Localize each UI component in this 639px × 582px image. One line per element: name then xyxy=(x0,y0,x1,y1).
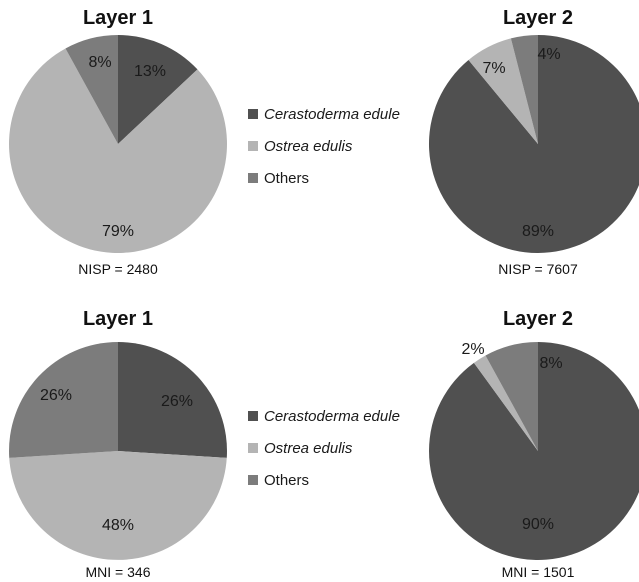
legend-swatch xyxy=(248,443,258,453)
legend-item-others: Others xyxy=(248,162,400,194)
legend-swatch xyxy=(248,173,258,183)
legend-label: Others xyxy=(264,169,310,187)
legend-label: Ostrea edulis xyxy=(264,439,353,457)
legend-swatch xyxy=(248,475,258,485)
legend-item-ostrea: Ostrea edulis xyxy=(248,432,400,464)
pie-slice xyxy=(429,342,639,560)
pie-chart: 26% 48% 26% Layer 1 MNI = 346 xyxy=(9,308,227,580)
legend-swatch xyxy=(248,109,258,119)
pie-slice xyxy=(510,35,538,144)
chart-title: Layer 1 xyxy=(83,308,153,330)
pie-slice xyxy=(9,48,228,253)
chart-caption: MNI = 346 xyxy=(86,564,151,580)
slice-label: 26% xyxy=(161,393,193,410)
slice-label: 7% xyxy=(482,60,505,77)
pie-slice xyxy=(468,38,538,144)
slice-label: 79% xyxy=(102,223,134,240)
legend-label: Others xyxy=(264,471,310,489)
slice-label: 89% xyxy=(522,223,554,240)
pie-slice xyxy=(473,355,538,451)
chart-title: Layer 2 xyxy=(503,308,573,330)
legend-swatch xyxy=(248,411,258,421)
legend-top: Cerastoderma edule Ostrea edulis Others xyxy=(248,98,400,194)
chart-caption: NISP = 2480 xyxy=(78,261,158,277)
pie-slice xyxy=(9,451,227,560)
pie-slice xyxy=(118,342,227,458)
pie-slice xyxy=(118,35,198,144)
pie-slice xyxy=(9,342,119,458)
slice-label: 2% xyxy=(461,341,484,358)
pie-chart: 90% 2% 8% Layer 2 MNI = 1501 xyxy=(429,308,639,580)
pie-slice xyxy=(429,35,639,253)
chart-title: Layer 1 xyxy=(83,7,153,29)
legend-label: Ostrea edulis xyxy=(264,137,353,155)
pie-slice xyxy=(485,342,538,451)
legend-bottom: Cerastoderma edule Ostrea edulis Others xyxy=(248,400,400,496)
slice-label: 48% xyxy=(102,517,134,534)
slice-label: 90% xyxy=(522,516,554,533)
legend-label: Cerastoderma edule xyxy=(264,105,400,123)
legend-item-others: Others xyxy=(248,464,400,496)
chart-caption: NISP = 7607 xyxy=(498,261,578,277)
slice-label: 13% xyxy=(134,63,166,80)
slice-label: 26% xyxy=(40,387,72,404)
legend-item-cerastoderma: Cerastoderma edule xyxy=(248,400,400,432)
legend-swatch xyxy=(248,141,258,151)
pie-slice xyxy=(65,35,118,144)
legend-item-ostrea: Ostrea edulis xyxy=(248,130,400,162)
slice-label: 4% xyxy=(537,46,560,63)
slice-label: 8% xyxy=(539,355,562,372)
legend-item-cerastoderma: Cerastoderma edule xyxy=(248,98,400,130)
chart-caption: MNI = 1501 xyxy=(502,564,575,580)
chart-title: Layer 2 xyxy=(503,7,573,29)
pie-chart: 89% 7% 4% Layer 2 NISP = 7607 xyxy=(429,7,639,277)
pie-chart: 13% 79% 8% Layer 1 NISP = 2480 xyxy=(9,7,228,277)
slice-label: 8% xyxy=(88,54,111,71)
legend-label: Cerastoderma edule xyxy=(264,407,400,425)
